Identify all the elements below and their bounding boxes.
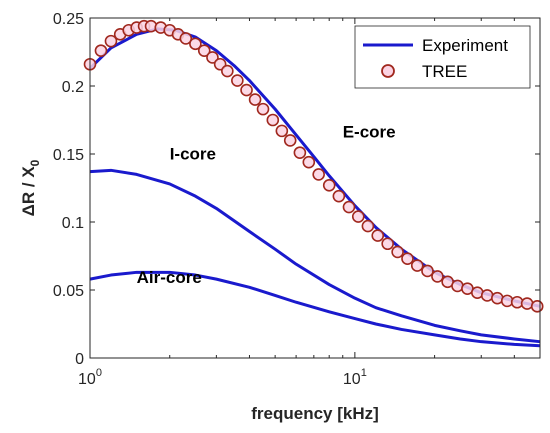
y-tick-label: 0.15 — [53, 147, 84, 164]
series-point-e-core-tree — [266, 113, 280, 127]
series-point-e-core-tree — [302, 155, 316, 169]
series-point-e-core-tree — [206, 51, 219, 64]
y-tick-label: 0.2 — [62, 79, 84, 96]
series-point-e-core-tree — [275, 124, 289, 138]
series-point-e-core-tree — [410, 259, 424, 272]
legend-experiment-label: Experiment — [422, 36, 508, 55]
y-axis-label-main: ΔR / X — [19, 166, 38, 217]
series-point-e-core-tree — [312, 168, 325, 181]
series-point-e-core-tree — [480, 289, 494, 302]
series-point-e-core-tree — [256, 102, 270, 116]
series-point-e-core-tree — [189, 37, 202, 51]
annotation-layer: E-core I-core Air-core — [137, 123, 396, 288]
x-axis-label: frequency [kHz] — [251, 404, 379, 423]
series-point-e-core-tree — [94, 44, 108, 57]
series-point-e-core-tree — [401, 252, 414, 266]
y-axis-label-sub: 0 — [28, 159, 42, 166]
x-tick-label: 101 — [343, 367, 367, 388]
y-tick-label: 0.25 — [53, 11, 84, 28]
series-point-e-core-tree — [351, 210, 365, 223]
series-point-e-core-tree — [197, 44, 211, 57]
series-point-e-core-tree — [231, 74, 244, 87]
series-layer — [83, 19, 544, 348]
series-point-e-core-tree — [530, 300, 544, 313]
series-point-e-core-tree — [381, 237, 394, 251]
annotation-air-core: Air-core — [137, 268, 202, 287]
series-point-e-core-tree — [421, 264, 434, 278]
series-point-e-core-tree — [221, 64, 234, 78]
tick-layer: 0 0.05 0.1 0.15 0.2 0.25 100 101 — [53, 11, 541, 388]
series-point-e-core-tree — [293, 146, 307, 159]
legend-tree-swatch — [381, 64, 395, 78]
series-point-e-core-tree — [240, 83, 253, 97]
series-point-e-core-tree — [371, 229, 385, 242]
series-point-e-core-tree — [342, 200, 356, 214]
series-point-e-core-tree — [361, 219, 375, 233]
series-point-e-core-tree — [520, 297, 534, 310]
series-point-e-core-tree — [322, 178, 336, 192]
series-point-e-core-tree — [104, 34, 118, 48]
legend-box — [354, 25, 531, 89]
annotation-i-core: I-core — [170, 144, 216, 163]
series-line-i-core — [89, 168, 541, 344]
annotation-e-core: E-core — [343, 123, 396, 142]
legend: Experiment TREE — [354, 25, 531, 89]
series-point-e-core-tree — [431, 270, 444, 283]
x-tick-label: 100 — [78, 367, 102, 388]
y-tick-label: 0.1 — [62, 215, 84, 232]
y-tick-label: 0.05 — [53, 283, 84, 300]
series-point-e-core-tree — [391, 245, 404, 259]
plot-frame — [89, 17, 541, 359]
y-axis-label: ΔR / X0 — [19, 159, 42, 216]
y-tick-label: 0 — [75, 351, 84, 368]
series-point-e-core-tree — [179, 32, 193, 45]
series-point-e-core-tree — [283, 134, 297, 147]
series-point-e-core-tree — [332, 189, 346, 203]
legend-tree-label: TREE — [422, 62, 467, 81]
series-point-e-core-tree — [248, 93, 262, 106]
series-line-air-core — [89, 270, 541, 348]
